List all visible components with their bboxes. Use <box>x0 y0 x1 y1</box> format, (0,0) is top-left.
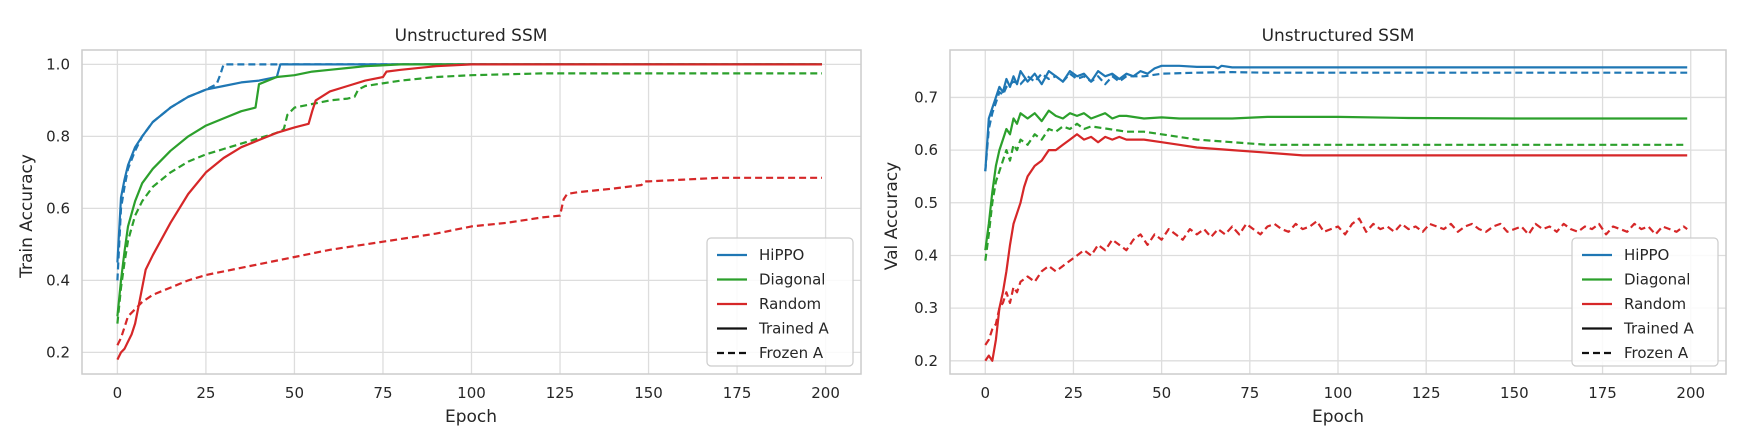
x-tick-label: 200 <box>1676 384 1705 402</box>
val-accuracy-panel: Unstructured SSM Epoch Val Accuracy 0 25 5… <box>882 26 1727 427</box>
legend-label: Frozen A <box>759 344 824 362</box>
series-line-diagonal_trained <box>116 63 822 317</box>
x-tick-label: 25 <box>1064 384 1083 402</box>
y-tick-label: 0.8 <box>46 127 70 145</box>
y-tick-label: 0.7 <box>914 88 938 106</box>
y-tick-label: 0.2 <box>46 343 70 361</box>
series-line-diagonal_trained <box>984 109 1688 251</box>
x-tick-label: 200 <box>811 384 840 402</box>
x-tick-label: 50 <box>1152 384 1171 402</box>
series-line-hippo_trained <box>984 64 1688 172</box>
legend: HiPPO Diagonal Random Trained A Frozen A <box>1571 237 1719 367</box>
x-tick-label: 175 <box>1588 384 1617 402</box>
x-tick-label: 50 <box>285 384 304 402</box>
series-group <box>116 63 822 361</box>
chart-title: Unstructured SSM <box>1262 26 1415 46</box>
series-line-diagonal_frozen <box>984 122 1688 261</box>
y-tick-label: 0.6 <box>46 199 70 217</box>
legend-label: Random <box>1624 295 1686 313</box>
legend-label: Diagonal <box>759 271 825 289</box>
legend-label: HiPPO <box>759 246 804 264</box>
plot-frame <box>81 49 862 375</box>
series-line-random_trained <box>116 63 822 361</box>
y-tick-label: 0.6 <box>914 141 938 159</box>
series-line-diagonal_frozen <box>116 72 822 324</box>
legend: HiPPO Diagonal Random Trained A Frozen A <box>706 237 854 367</box>
x-tick-label: 75 <box>373 384 392 402</box>
x-tick-label: 100 <box>1324 384 1353 402</box>
x-tick-label: 0 <box>980 384 990 402</box>
y-axis-label: Train Accuracy <box>17 154 37 279</box>
legend-label: Random <box>759 295 821 313</box>
legend-label: HiPPO <box>1624 246 1669 264</box>
series-group <box>984 64 1688 362</box>
x-axis-label: Epoch <box>1312 407 1364 427</box>
x-tick-label: 100 <box>457 384 486 402</box>
y-axis-label: Val Accuracy <box>882 162 902 270</box>
x-tick-label: 75 <box>1240 384 1259 402</box>
x-tick-label: 150 <box>634 384 663 402</box>
legend-box <box>706 237 854 367</box>
y-tick-label: 0.2 <box>914 352 938 370</box>
x-tick-label: 125 <box>1412 384 1441 402</box>
plot-frame <box>949 49 1727 375</box>
y-tick-label: 0.5 <box>914 194 938 212</box>
x-tick-label: 175 <box>723 384 752 402</box>
series-line-hippo_frozen <box>984 70 1688 172</box>
y-tick-label: 0.4 <box>914 246 938 264</box>
x-tick-label: 25 <box>196 384 215 402</box>
x-axis-label: Epoch <box>445 407 497 427</box>
y-tick-label: 1.0 <box>46 55 70 73</box>
legend-box <box>1571 237 1719 367</box>
series-line-hippo_trained <box>116 63 822 263</box>
x-tick-label: 0 <box>113 384 123 402</box>
legend-label: Trained A <box>1623 320 1695 338</box>
legend-label: Diagonal <box>1624 271 1690 289</box>
series-line-random_frozen <box>116 176 822 346</box>
legend-label: Trained A <box>758 320 830 338</box>
series-line-random_trained <box>984 133 1688 362</box>
chart-title: Unstructured SSM <box>395 26 548 46</box>
y-tick-label: 0.4 <box>46 271 70 289</box>
series-line-random_frozen <box>984 217 1688 346</box>
train-accuracy-panel: Unstructured SSM Epoch Train Accuracy 0 2… <box>17 26 862 427</box>
legend-label: Frozen A <box>1624 344 1689 362</box>
x-tick-label: 125 <box>546 384 575 402</box>
x-tick-label: 150 <box>1500 384 1529 402</box>
y-tick-label: 0.3 <box>914 299 938 317</box>
